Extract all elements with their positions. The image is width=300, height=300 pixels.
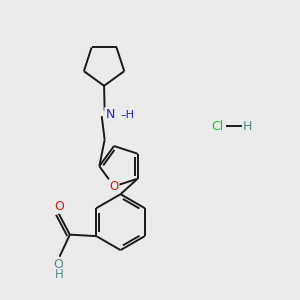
Text: H: H [55,268,64,281]
Text: –H: –H [120,110,134,120]
Text: O: O [54,259,64,272]
Text: O: O [110,180,118,193]
Text: N: N [105,108,115,121]
Text: O: O [54,200,64,213]
Text: Cl: Cl [212,120,224,133]
Text: H: H [242,120,252,133]
